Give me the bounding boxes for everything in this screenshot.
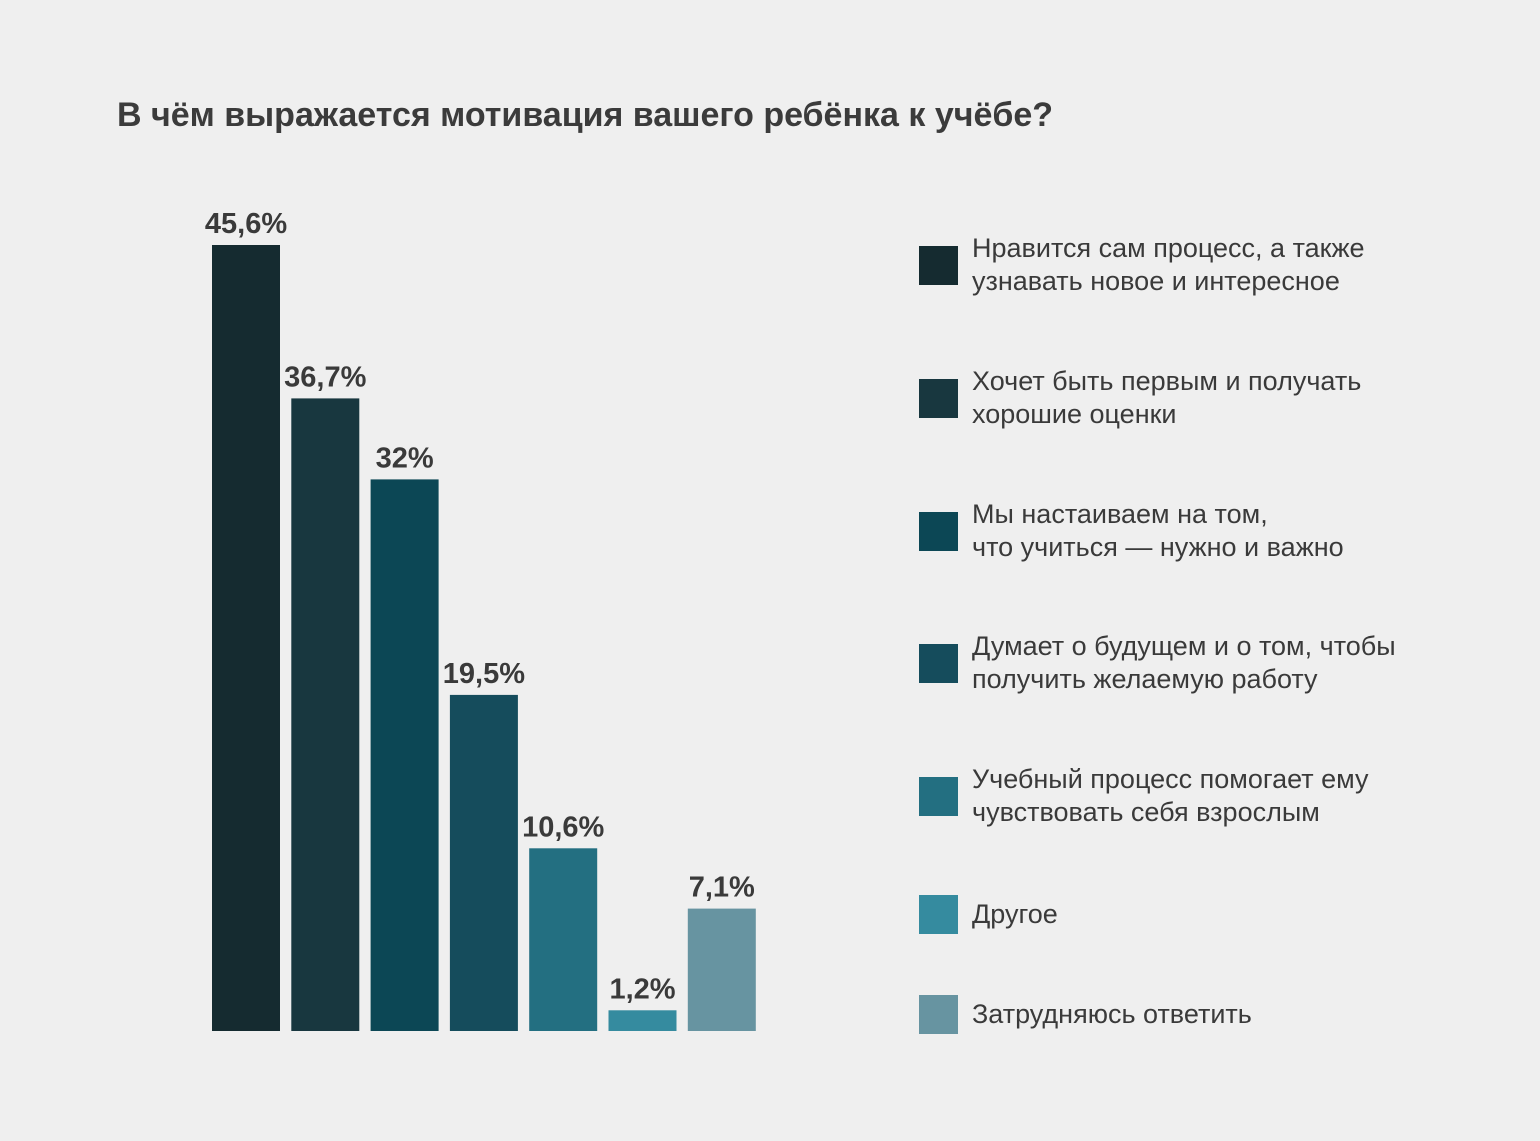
legend-label: Думает о будущем и о том, чтобы получить… [972, 631, 1396, 694]
legend-swatch [919, 511, 958, 551]
legend-item: Учебный процесс помогает ему чувствовать… [919, 763, 1368, 829]
data-label: 7,1% [689, 872, 755, 904]
legend-swatch [919, 995, 958, 1034]
legend-item: Другое [919, 895, 1058, 934]
legend-label: Учебный процесс помогает ему чувствовать… [972, 764, 1369, 827]
legend-label: Мы настаиваем на том, что учиться — нужн… [972, 499, 1344, 562]
legend-swatch [919, 643, 958, 683]
bar [449, 694, 518, 1031]
legend-label: Хочет быть первым и получать хорошие оце… [972, 366, 1362, 429]
data-label: 45,6% [205, 208, 287, 240]
legend-swatch [919, 245, 958, 285]
bar [687, 908, 756, 1031]
legend-item: Нравится сам процесс, а также узнавать н… [919, 232, 1365, 298]
data-label: 10,6% [522, 811, 604, 843]
bar [608, 1010, 677, 1031]
legend-item: Мы настаиваем на том, что учиться — нужн… [919, 498, 1344, 564]
chart-title: В чём выражается мотивация вашего ребёнк… [117, 96, 1054, 134]
bar [212, 245, 280, 1031]
bar-chart: 45,6% 36,7% 32% 19,5% 10,6% 1,2% 7,1% [205, 208, 756, 1031]
legend-label: Другое [972, 899, 1058, 929]
legend-item: Затрудняюсь ответить [919, 995, 1252, 1034]
legend-item: Хочет быть первым и получать хорошие оце… [919, 365, 1361, 431]
bar [370, 479, 439, 1031]
legend-swatch [919, 378, 958, 418]
data-label: 1,2% [609, 973, 675, 1005]
legend-label: Нравится сам процесс, а также узнавать н… [972, 233, 1365, 296]
data-label: 19,5% [443, 658, 525, 690]
legend-swatch [919, 895, 958, 934]
legend-item: Думает о будущем и о том, чтобы получить… [919, 630, 1396, 696]
legend-label: Затрудняюсь ответить [972, 999, 1252, 1029]
legend-swatch [919, 776, 958, 816]
bar [529, 848, 598, 1031]
bar [291, 398, 360, 1031]
data-label: 32% [376, 442, 434, 474]
data-label: 36,7% [284, 361, 366, 393]
